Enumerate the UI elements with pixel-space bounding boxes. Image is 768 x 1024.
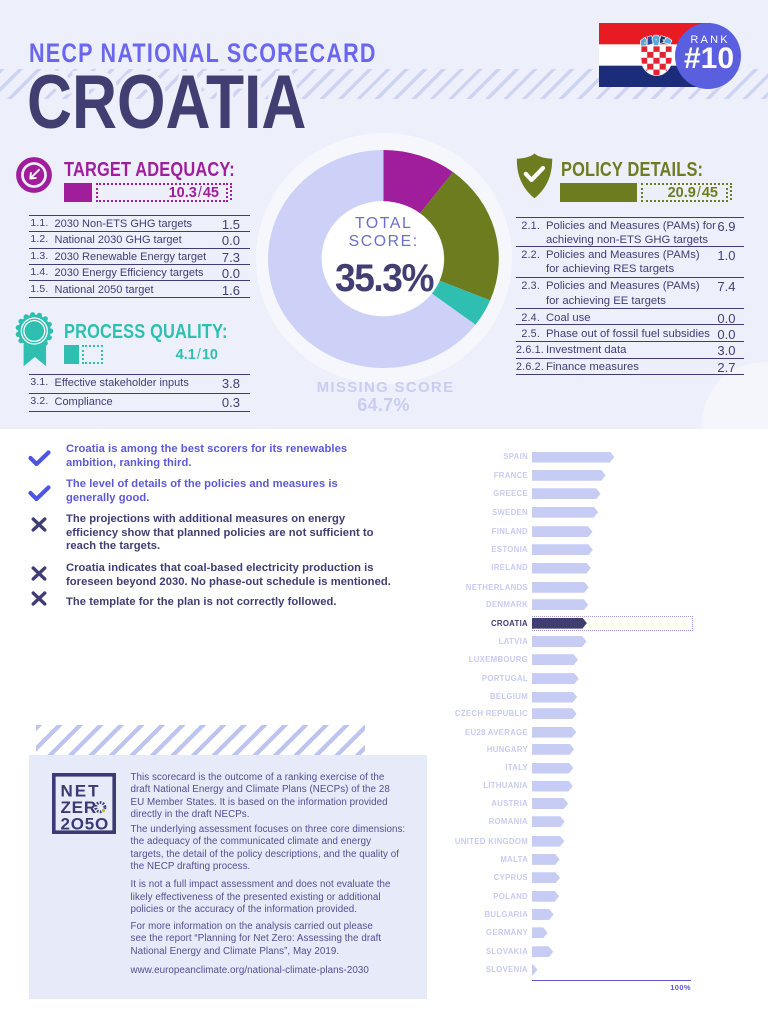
svg-text:ZER: ZER xyxy=(61,798,97,817)
svg-text:NET: NET xyxy=(61,781,101,800)
svg-text:2O5O: 2O5O xyxy=(61,814,110,833)
